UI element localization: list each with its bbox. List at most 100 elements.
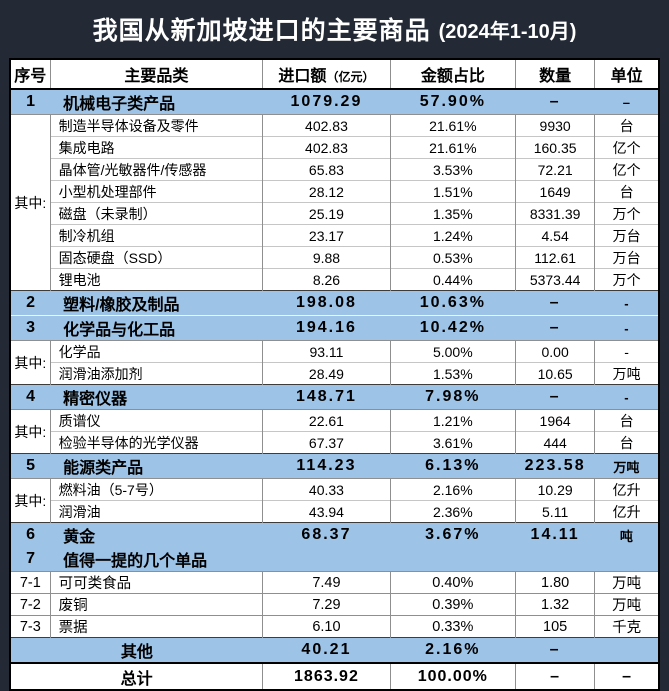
header-row: 序号 主要品类 进口额（亿元） 金额占比 数量 单位: [9, 59, 660, 90]
quantity-cell: 444: [515, 431, 596, 454]
category-cell: 制造半导体设备及零件: [49, 114, 264, 137]
import-value-cell: 40.33: [262, 478, 391, 501]
col-header-unit: 单位: [594, 59, 660, 90]
category-cell: 化学品与化工品: [50, 315, 263, 341]
table-row: 1 机械电子类产品 1079.29 57.90% – –: [10, 88, 659, 115]
unit-cell: 亿个: [594, 136, 660, 159]
share-cell: [390, 547, 516, 572]
quantity-cell: 1.32: [515, 593, 596, 616]
category-cell: 可可类食品: [49, 571, 264, 594]
table-row: 润滑油添加剂 28.49 1.53% 10.65 万吨: [10, 362, 660, 385]
quantity-cell: 10.65: [515, 362, 596, 385]
category-cell: 总计: [9, 662, 264, 690]
unit-cell: 台: [594, 180, 660, 203]
share-cell: 0.39%: [389, 593, 517, 616]
unit-cell: [594, 547, 659, 572]
import-value-cell: 1863.92: [262, 662, 391, 690]
table-row: 7-2 废铜 7.29 0.39% 1.32 万吨: [9, 593, 660, 616]
row-number: 6: [10, 522, 51, 547]
unit-cell: 万台: [594, 224, 660, 247]
share-cell: 1.53%: [389, 362, 517, 385]
share-cell: 21.61%: [389, 136, 517, 159]
unit-cell: 亿个: [594, 158, 660, 181]
imports-table: 序号 主要品类 进口额（亿元） 金额占比 数量 单位 1 机械电子类产品 1079.…: [9, 58, 660, 691]
table-row: 总计 1863.92 100.00% – –: [9, 662, 660, 690]
share-cell: 7.98%: [390, 384, 516, 410]
table-row: 2 塑料/橡胶及制品 198.08 10.63% – -: [10, 290, 659, 316]
table-row: 7-1 可可类食品 7.49 0.40% 1.80 万吨: [9, 571, 660, 594]
category-cell: 燃料油（5-7号）: [49, 478, 264, 501]
import-value-cell: 198.08: [262, 290, 391, 316]
category-cell: 集成电路: [49, 136, 264, 159]
col-header-value: 进口额（亿元）: [262, 59, 391, 90]
table-row: 晶体管/光敏器件/传感器 65.83 3.53% 72.21 亿个: [10, 158, 660, 181]
table-row: 7-3 票据 6.10 0.33% 105 千克: [9, 615, 660, 638]
unit-cell: -: [594, 290, 659, 316]
table-row: 集成电路 402.83 21.61% 160.35 亿个: [10, 136, 660, 159]
import-value-cell: 28.12: [262, 180, 391, 203]
share-cell: 5.00%: [389, 340, 517, 363]
page-title: 我国从新加坡进口的主要商品: [92, 17, 431, 45]
title-period: (2024年1-10月): [438, 20, 577, 43]
table-row: 其中: 制造半导体设备及零件 402.83 21.61% 9930 台: [9, 114, 660, 291]
unit-cell: –: [594, 88, 659, 115]
table-row: 其中: 质谱仪 22.61 1.21% 1964 台: [9, 409, 660, 454]
table-row: 其中: 化学品 93.11 5.00% 0.00-: [9, 340, 660, 385]
table-body: 1 机械电子类产品 1079.29 57.90% – – 其中: 制造半导体设备及零件 402.…: [9, 88, 660, 690]
col-header-quantity: 数量: [515, 59, 596, 90]
quantity-cell: 160.35: [515, 136, 596, 159]
row-number: 7: [10, 547, 51, 572]
unit-cell: 台: [594, 431, 660, 454]
quantity-cell: 8331.39: [515, 202, 596, 225]
share-cell: 3.53%: [389, 158, 517, 181]
group-label: 其中:: [9, 340, 51, 385]
quantity-cell: 4.54: [515, 224, 596, 247]
share-cell: 2.36%: [389, 500, 517, 523]
quantity-cell: [515, 547, 595, 572]
quantity-cell: –: [515, 384, 595, 410]
share-cell: 10.42%: [390, 315, 516, 341]
category-cell: 锂电池: [49, 268, 264, 291]
category-cell: 润滑油添加剂: [49, 362, 264, 385]
row-number: 2: [10, 290, 51, 316]
unit-cell: 亿升: [594, 500, 660, 523]
quantity-cell: 72.21: [515, 158, 596, 181]
table-row: 检验半导体的光学仪器 67.37 3.61% 444 台: [10, 431, 660, 454]
share-cell: 100.00%: [389, 662, 517, 690]
category-cell: 润滑油: [49, 500, 264, 523]
col-header-category: 主要品类: [49, 59, 264, 90]
import-value-cell: [262, 547, 391, 572]
row-number: 1: [10, 88, 51, 115]
quantity-cell: –: [515, 637, 595, 663]
import-value-cell: 65.83: [262, 158, 391, 181]
share-cell: 0.44%: [389, 268, 517, 291]
table-row: 锂电池 8.26 0.44% 5373.44 万个: [10, 268, 660, 291]
unit-cell: 万个: [594, 268, 660, 291]
quantity-cell: 105: [515, 615, 596, 638]
row-number: 3: [10, 315, 51, 341]
group-label: 其中:: [9, 478, 51, 523]
row-number: 7-3: [9, 615, 51, 638]
quantity-cell: –: [515, 662, 596, 690]
quantity-cell: 10.29: [515, 478, 596, 501]
import-value-cell: 40.21: [262, 637, 391, 663]
group-label: 其中:: [9, 409, 51, 454]
share-cell: 21.61%: [389, 114, 517, 137]
table-row: 磁盘（未录制） 25.19 1.35% 8331.39 万个: [10, 202, 660, 225]
import-value-cell: 22.61: [262, 409, 391, 432]
unit-cell: 台: [594, 409, 660, 432]
category-cell: 小型机处理部件: [49, 180, 264, 203]
table-row: 5 能源类产品 114.23 6.13% 223.58 万吨: [10, 453, 659, 479]
import-value-cell: 43.94: [262, 500, 391, 523]
import-value-cell: 28.49: [262, 362, 391, 385]
unit-cell: 万吨: [594, 362, 660, 385]
quantity-cell: 223.58: [515, 453, 595, 479]
category-cell: 机械电子类产品: [50, 88, 263, 115]
unit-cell: 万个: [594, 202, 660, 225]
quantity-cell: –: [515, 315, 595, 341]
row-number: 7-2: [9, 593, 51, 616]
import-value-cell: 7.49: [262, 571, 391, 594]
quantity-cell: –: [515, 88, 595, 115]
unit-cell: -: [594, 384, 659, 410]
share-cell: 3.67%: [390, 522, 516, 547]
